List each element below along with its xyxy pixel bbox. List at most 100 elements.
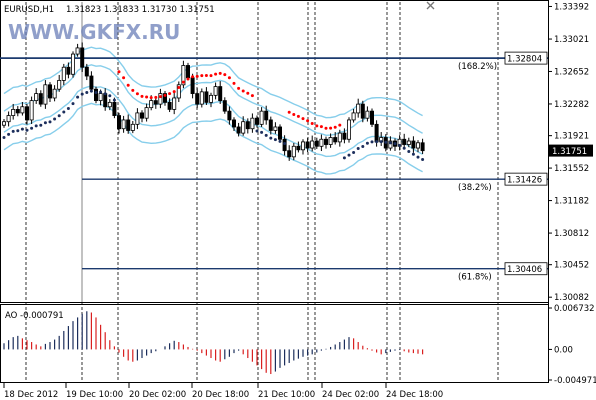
sar-dot bbox=[421, 158, 425, 162]
sar-dot bbox=[126, 83, 130, 87]
sar-dot bbox=[186, 77, 190, 81]
candle-body bbox=[34, 93, 39, 102]
fib-price-label: 1.30406 bbox=[507, 265, 542, 275]
envelope-band-line bbox=[3, 64, 423, 137]
sar-dot bbox=[62, 110, 66, 114]
sar-dot bbox=[255, 129, 259, 133]
sar-dot bbox=[315, 124, 319, 128]
sar-dot bbox=[287, 110, 291, 114]
sar-dot bbox=[30, 126, 34, 130]
candle-body bbox=[61, 66, 66, 81]
sar-dot bbox=[200, 74, 204, 78]
candle-body bbox=[314, 140, 319, 147]
sar-dot bbox=[140, 94, 144, 98]
candle-body bbox=[185, 65, 190, 79]
candle-body bbox=[273, 126, 278, 131]
sar-dot bbox=[122, 76, 126, 80]
fibonacci-levels: (168.2%) 1.32804 (38.2%) 1.31426 (61.8%) 1.30… bbox=[0, 51, 548, 283]
candle-body bbox=[305, 141, 310, 149]
candle-body bbox=[6, 115, 11, 123]
candle-body bbox=[158, 93, 163, 105]
sar-dot bbox=[379, 140, 383, 144]
candle-body bbox=[66, 66, 71, 75]
sar-dot bbox=[301, 117, 305, 121]
candle-body bbox=[231, 119, 236, 128]
sar-dot bbox=[181, 80, 185, 84]
sar-dot bbox=[214, 72, 218, 76]
sar-dot bbox=[416, 155, 420, 159]
candle-body bbox=[84, 66, 89, 77]
candle-body bbox=[415, 142, 420, 149]
sar-dot bbox=[7, 132, 11, 136]
candle-body bbox=[356, 103, 361, 114]
sar-dot bbox=[246, 91, 250, 95]
candle-body bbox=[11, 109, 16, 116]
candle-body bbox=[351, 112, 356, 121]
time-tick-label: 21 Dec 10:00 bbox=[258, 390, 315, 400]
sar-dot bbox=[158, 95, 162, 99]
sar-dot bbox=[195, 74, 199, 78]
sar-dot bbox=[163, 93, 167, 97]
candle-body bbox=[310, 140, 315, 149]
sar-dot bbox=[154, 95, 158, 99]
sar-dot bbox=[103, 92, 107, 96]
candle-body bbox=[176, 84, 181, 99]
time-axis-ticks: 18 Dec 2012 19 Dec 10:00 20 Dec 02:00 20 De… bbox=[3, 383, 443, 400]
candle-body bbox=[121, 119, 126, 130]
candle-body bbox=[112, 101, 117, 116]
candle-body bbox=[130, 123, 135, 131]
sar-dot bbox=[232, 81, 236, 85]
candlestick-series bbox=[2, 42, 425, 161]
sar-dot bbox=[329, 126, 333, 130]
candle-body bbox=[172, 97, 177, 110]
candle-body bbox=[94, 88, 99, 102]
candle-body bbox=[139, 112, 144, 119]
sar-dot bbox=[145, 95, 149, 99]
fib-price-label: 1.32804 bbox=[507, 55, 542, 65]
sar-dot bbox=[388, 141, 392, 145]
candle-body bbox=[388, 140, 393, 149]
sar-dot bbox=[260, 130, 264, 134]
candle-body bbox=[213, 86, 218, 96]
close-icon[interactable] bbox=[426, 1, 435, 10]
candle-body bbox=[342, 132, 347, 140]
time-tick-label: 24 Dec 02:00 bbox=[322, 390, 379, 400]
sar-dot bbox=[264, 133, 268, 137]
sar-dot bbox=[237, 86, 241, 90]
sar-dot bbox=[411, 152, 415, 156]
sar-dot bbox=[310, 121, 314, 125]
candle-body bbox=[204, 91, 209, 103]
sar-dot bbox=[223, 73, 227, 77]
time-tick-label: 20 Dec 18:00 bbox=[192, 390, 249, 400]
candle-body bbox=[98, 93, 103, 102]
envelope-band-line bbox=[3, 102, 423, 175]
ao-histogram bbox=[3, 311, 424, 375]
candle-body bbox=[296, 145, 301, 151]
sar-dot bbox=[352, 151, 356, 155]
sar-dot bbox=[204, 73, 208, 77]
fib-percent-label: (38.2%) bbox=[458, 183, 492, 193]
sar-dot bbox=[48, 120, 52, 124]
vertical-gridlines bbox=[25, 2, 499, 382]
sar-dot bbox=[356, 147, 360, 151]
candle-body bbox=[218, 86, 223, 102]
sar-dot bbox=[11, 129, 15, 133]
sar-dot bbox=[365, 141, 369, 145]
sar-dot bbox=[191, 75, 195, 79]
sar-dot bbox=[292, 113, 296, 117]
sar-dot bbox=[172, 90, 176, 94]
candle-body bbox=[328, 137, 333, 145]
candle-body bbox=[208, 94, 213, 103]
candle-body bbox=[236, 126, 241, 134]
candle-body bbox=[241, 121, 246, 134]
sar-dot bbox=[296, 114, 300, 118]
sar-dot bbox=[347, 153, 351, 157]
candle-body bbox=[89, 75, 94, 90]
sar-dot bbox=[135, 92, 139, 96]
sar-dot bbox=[283, 141, 287, 145]
price-tick-label: 1.33392 bbox=[554, 2, 589, 12]
envelope-band-line bbox=[3, 85, 423, 158]
candle-body bbox=[259, 110, 264, 125]
sar-dot bbox=[112, 98, 116, 102]
